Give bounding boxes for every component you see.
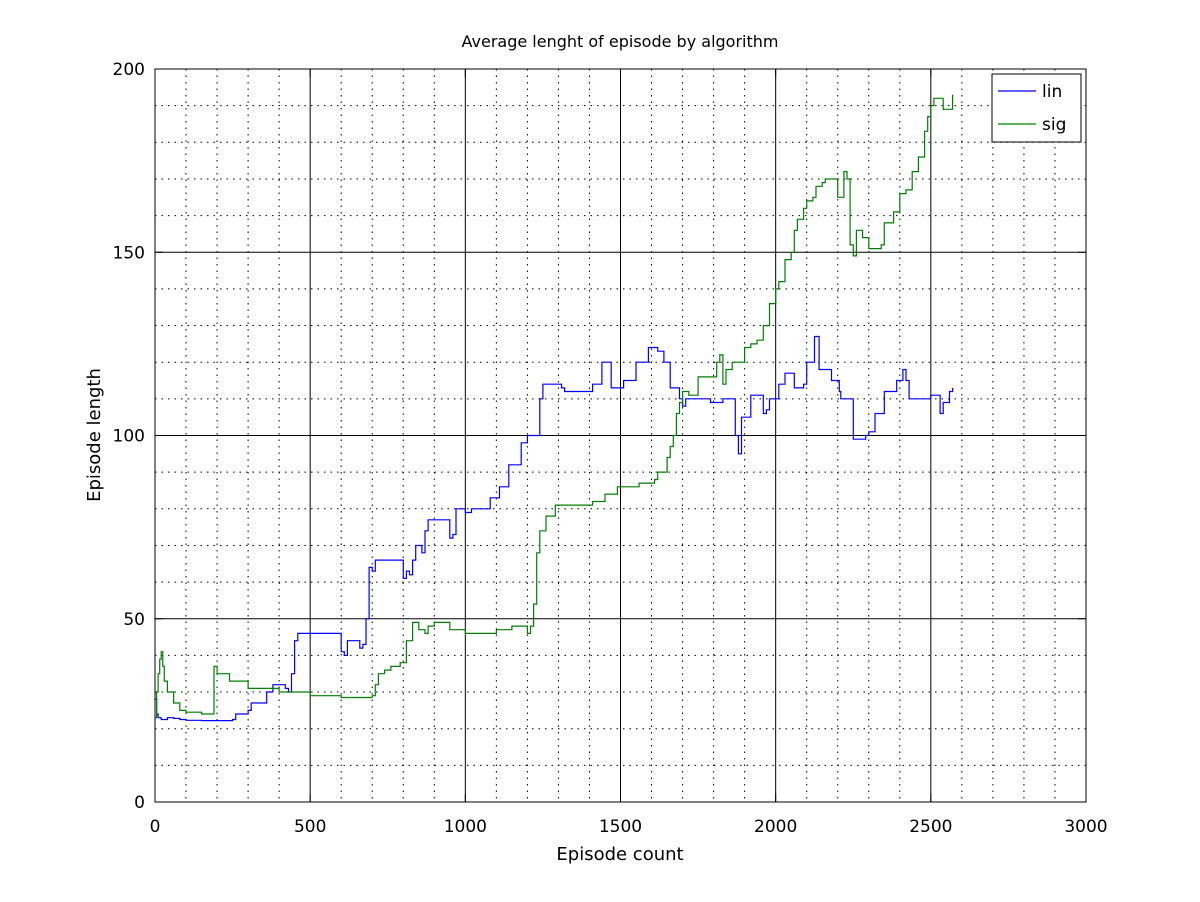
chart-title: Average lenght of episode by algorithm	[462, 32, 779, 51]
axis-ticks	[154, 68, 1087, 803]
x-tick-label: 0	[150, 817, 161, 837]
x-tick-label: 500	[294, 817, 326, 837]
series-line-lin	[155, 335, 954, 722]
x-axis-label: Episode count	[556, 844, 683, 865]
x-tick-labels: 0 500 1000 1500 2000 2500 3000	[150, 817, 1108, 837]
series-layer	[155, 94, 954, 722]
x-tick-label: 3000	[1064, 817, 1107, 837]
x-tick-label: 1000	[444, 817, 487, 837]
y-tick-label: 50	[123, 610, 145, 630]
y-axis-label: Episode length	[84, 368, 105, 502]
x-tick-label: 2500	[909, 817, 952, 837]
y-tick-label: 200	[113, 60, 145, 80]
major-grid	[155, 69, 1086, 802]
y-tick-label: 150	[113, 243, 145, 263]
legend-box	[991, 73, 1082, 143]
y-tick-label: 0	[134, 793, 145, 813]
legend: lin sig	[991, 73, 1082, 143]
legend-label-lin: lin	[1042, 82, 1062, 102]
y-tick-label: 100	[113, 427, 145, 447]
x-tick-label: 1500	[599, 817, 642, 837]
x-tick-label: 2000	[754, 817, 797, 837]
legend-label-sig: sig	[1042, 115, 1066, 135]
y-tick-labels: 0 50 100 150 200	[113, 60, 145, 813]
series-line-sig	[155, 94, 954, 719]
